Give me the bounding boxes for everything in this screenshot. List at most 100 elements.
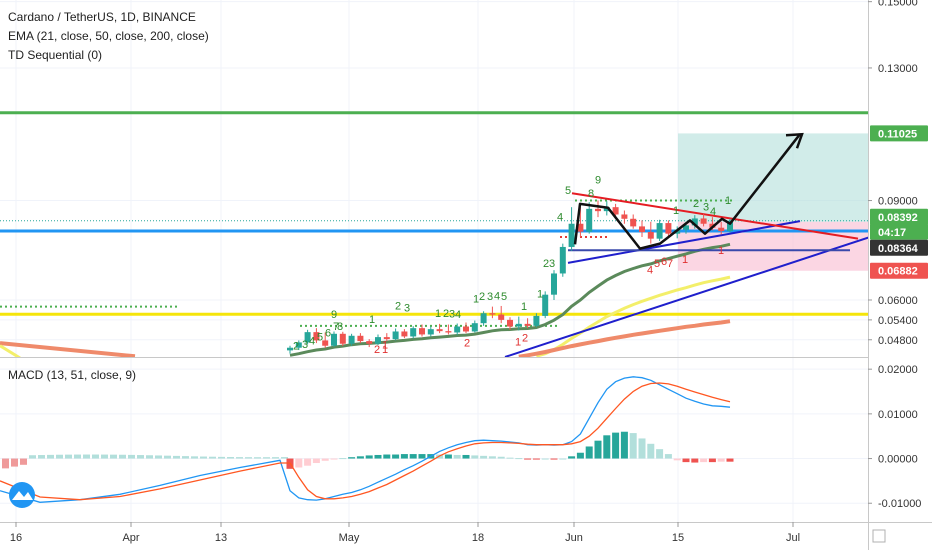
x-tick-label: 13 bbox=[215, 532, 227, 544]
td-sequential-legend: TD Sequential (0) bbox=[8, 48, 103, 62]
macd-histogram-bar bbox=[236, 457, 243, 459]
macd-histogram-bar bbox=[471, 455, 479, 459]
candle-body bbox=[383, 337, 390, 340]
td-count-green: 1 bbox=[537, 289, 543, 301]
macd-histogram-bar bbox=[409, 454, 417, 459]
macd-histogram-bar bbox=[453, 454, 461, 459]
macd-histogram-bar bbox=[128, 454, 135, 459]
macd-histogram-bar bbox=[374, 454, 382, 459]
macd-histogram-bar bbox=[444, 454, 452, 459]
td-count-red: 5 bbox=[654, 258, 660, 270]
macd-tick-label: 0.00000 bbox=[878, 454, 918, 466]
td-count-red: 1 bbox=[682, 254, 688, 266]
macd-histogram-bar bbox=[119, 454, 126, 459]
macd-histogram-bar bbox=[550, 458, 558, 460]
macd-histogram-bar bbox=[191, 456, 198, 459]
macd-histogram-bar bbox=[673, 458, 681, 461]
td-count-red: 2 bbox=[464, 337, 470, 349]
macd-histogram-bar bbox=[656, 449, 664, 459]
td-count-green: 1 bbox=[725, 195, 731, 207]
macd-histogram-bar bbox=[65, 454, 72, 459]
target-price-badge-text: 0.11025 bbox=[878, 128, 917, 140]
macd-histogram-bar bbox=[56, 454, 63, 459]
y-tick-label: 0.05400 bbox=[878, 315, 918, 327]
td-count-green: 1 bbox=[473, 294, 479, 306]
chart-title: Cardano / TetherUS, 1D, BINANCE bbox=[8, 10, 196, 24]
macd-histogram-bar bbox=[638, 438, 646, 459]
macd-histogram-bar bbox=[146, 455, 153, 459]
td-count-green: 3 bbox=[449, 309, 455, 321]
td-count-green: 5 bbox=[565, 185, 571, 197]
ema-line-2 bbox=[535, 275, 731, 357]
macd-histogram-bar bbox=[321, 458, 329, 461]
candle-body bbox=[463, 326, 469, 332]
stop-price-badge-text: 0.06882 bbox=[878, 266, 918, 278]
candle-body bbox=[568, 223, 575, 247]
macd-histogram-bar bbox=[200, 456, 207, 459]
candle-body bbox=[630, 218, 637, 227]
candle-body bbox=[727, 220, 733, 232]
macd-histogram-bar bbox=[585, 446, 593, 459]
trendline-blue-long bbox=[504, 236, 868, 357]
entry-price-badge bbox=[870, 239, 928, 256]
macd-pane bbox=[0, 376, 734, 503]
macd-histogram-bar bbox=[356, 456, 364, 459]
macd-histogram-bar bbox=[418, 454, 426, 459]
macd-histogram-bar bbox=[263, 457, 270, 459]
td-count-green: 2 bbox=[395, 300, 401, 312]
macd-histogram-bar bbox=[137, 455, 144, 459]
ema-line-2-history bbox=[0, 344, 21, 357]
target-price-badge bbox=[870, 125, 928, 142]
candle-body bbox=[621, 214, 628, 219]
td-count-red: 6 bbox=[661, 256, 667, 268]
macd-histogram-bar bbox=[227, 457, 234, 459]
td-count-green: 3 bbox=[549, 258, 555, 270]
macd-histogram-bar bbox=[594, 440, 602, 459]
candle-body bbox=[313, 332, 320, 341]
y-tick-label: 0.09000 bbox=[878, 196, 918, 208]
macd-histogram-bar bbox=[2, 458, 9, 469]
td-count-red: 4 bbox=[647, 264, 653, 276]
td-count-green: 2 bbox=[443, 308, 449, 320]
y-tick-label: 0.06000 bbox=[878, 295, 918, 307]
macd-histogram-bar bbox=[295, 458, 303, 468]
macd-histogram-bar bbox=[620, 431, 628, 459]
macd-histogram-bar bbox=[20, 458, 27, 465]
countdown-badge bbox=[870, 223, 928, 240]
td-count-red: 7 bbox=[667, 258, 673, 270]
candle-body bbox=[401, 331, 408, 337]
macd-histogram-bar bbox=[304, 458, 312, 466]
macd-histogram-bar bbox=[691, 458, 699, 463]
candle-body bbox=[375, 337, 381, 344]
td-count-green: 8 bbox=[337, 321, 343, 333]
macd-histogram-bar bbox=[383, 454, 391, 459]
macd-histogram-bar bbox=[532, 458, 540, 460]
td-count-green: 2 bbox=[543, 258, 549, 270]
macd-histogram-bar bbox=[480, 455, 488, 459]
macd-histogram-bar bbox=[272, 457, 279, 459]
x-tick-label: Jun bbox=[565, 532, 583, 544]
candle-body bbox=[419, 328, 425, 335]
candle-body bbox=[436, 329, 443, 332]
candle-body bbox=[339, 333, 346, 344]
macd-histogram-bar bbox=[568, 456, 576, 459]
macd-histogram-bar bbox=[164, 455, 171, 459]
td-count-red: 1 bbox=[382, 344, 388, 356]
macd-histogram-bar bbox=[209, 456, 216, 459]
x-tick-label: Apr bbox=[122, 532, 139, 544]
ema-line-3 bbox=[518, 319, 731, 357]
td-count-green: 3 bbox=[302, 339, 308, 351]
candle-body bbox=[665, 223, 672, 234]
candle-body bbox=[647, 232, 654, 239]
td-count-red: 1 bbox=[718, 245, 724, 257]
axis-settings-button[interactable] bbox=[872, 529, 886, 543]
macd-histogram-bar bbox=[173, 455, 180, 459]
macd-tick-label: 0.02000 bbox=[878, 364, 918, 376]
candle-body bbox=[683, 225, 689, 230]
macd-histogram-bar bbox=[629, 433, 637, 459]
x-tick-label: 18 bbox=[472, 532, 484, 544]
candle-body bbox=[480, 313, 487, 324]
candle-body bbox=[507, 319, 513, 327]
td-count-green: 4 bbox=[494, 291, 500, 303]
